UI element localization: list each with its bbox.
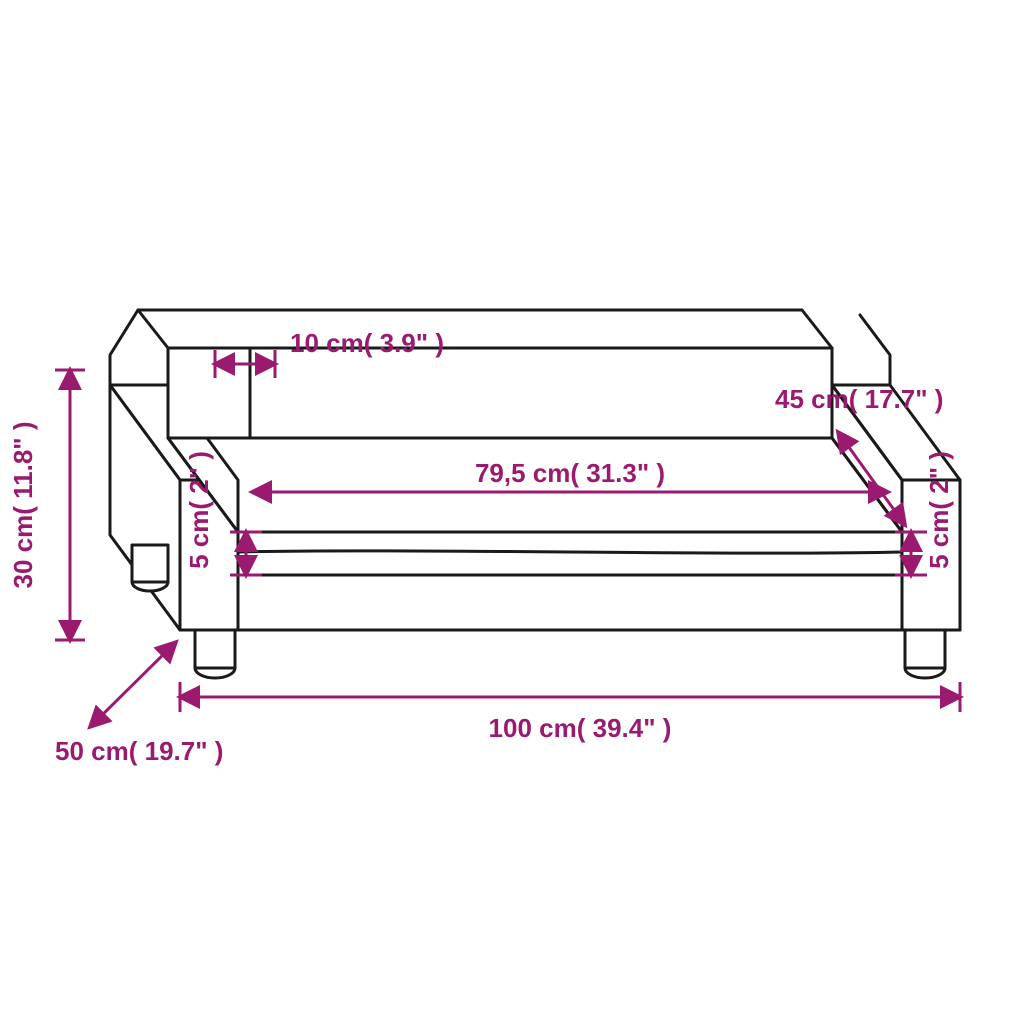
svg-text:5 cm( 2" ): 5 cm( 2" ) [184,451,214,569]
cushion-left-in: 2" [184,467,214,494]
svg-text:100 cm( 39.4" ): 100 cm( 39.4" ) [489,713,672,743]
seat-width-cm: 79,5 cm [475,458,570,488]
svg-text:45 cm( 17.7" ): 45 cm( 17.7" ) [775,384,943,414]
svg-text:5 cm( 2" ): 5 cm( 2" ) [924,451,954,569]
arm-width-cm: 10 cm [290,328,364,358]
cushion-left-cm: 5 cm [184,510,214,569]
svg-text:79,5 cm( 31.3" ): 79,5 cm( 31.3" ) [475,458,665,488]
arm-width-in: 3.9" [380,328,428,358]
height-cm: 30 cm [8,515,38,589]
height-in: 11.8" [8,437,38,499]
seat-width-in: 31.3" [586,458,649,488]
sofa-dimension-diagram: 30 cm( 11.8" ) 10 cm( 3.9" ) 45 cm( 17.7… [0,0,1024,1024]
cushion-right-cm: 5 cm [924,510,954,569]
svg-text:10 cm( 3.9" ): 10 cm( 3.9" ) [290,328,444,358]
svg-text:50 cm( 19.7" ): 50 cm( 19.7" ) [55,736,223,766]
seat-depth-in: 17.7" [865,384,928,414]
width-cm: 100 cm [489,713,577,743]
seat-depth-cm: 45 cm [775,384,849,414]
svg-text:30 cm( 11.8" ): 30 cm( 11.8" ) [8,421,38,588]
width-in: 39.4" [593,713,656,743]
cushion-right-in: 2" [924,467,954,494]
depth-in: 19.7" [145,736,208,766]
depth-cm: 50 cm [55,736,129,766]
